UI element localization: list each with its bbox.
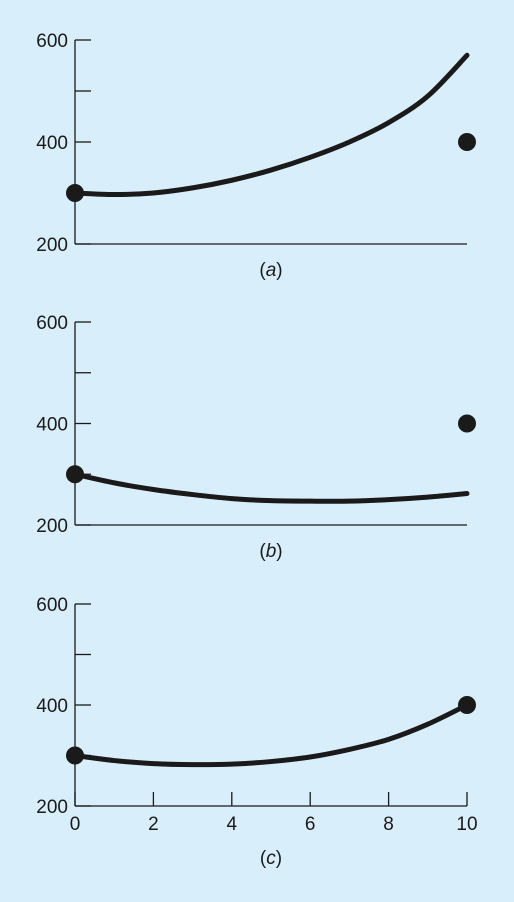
chart-panel-b: 200 400 600 (b)	[36, 313, 476, 562]
panel-label: (b)	[259, 541, 282, 562]
panel-label: (c)	[260, 848, 282, 869]
panel-label-letter: a	[266, 260, 277, 281]
y-tick-label: 200	[36, 797, 68, 818]
curve-line	[72, 52, 470, 198]
data-point	[66, 184, 84, 202]
data-point	[66, 746, 84, 765]
data-point	[458, 133, 476, 151]
x-tick-label: 10	[456, 814, 477, 835]
x-tick-label: 8	[383, 814, 394, 835]
panel-label-open-paren: (	[260, 848, 267, 869]
panel-label-open-paren: (	[259, 541, 266, 562]
y-tick-label: 400	[36, 415, 68, 436]
chart-panel-a: 200 400 600 (a)	[36, 31, 476, 281]
y-tick-label: 200	[36, 516, 68, 537]
panel-label-letter: b	[266, 541, 277, 562]
y-tick-label: 400	[36, 696, 68, 717]
y-tick-label: 400	[36, 133, 68, 154]
panel-label-close-paren: )	[276, 260, 282, 281]
y-tick-label: 600	[36, 313, 68, 334]
data-point	[458, 696, 476, 714]
panel-label-close-paren: )	[276, 848, 282, 869]
y-tick-label: 600	[36, 31, 68, 52]
panel-label-open-paren: (	[259, 260, 266, 281]
data-point	[66, 465, 84, 484]
panel-label: (a)	[259, 260, 282, 281]
panel-label-letter: c	[266, 848, 276, 869]
panel-label-close-paren: )	[276, 541, 282, 562]
x-tick-label: 0	[70, 814, 81, 835]
y-tick-label: 600	[36, 595, 68, 616]
x-tick-label: 4	[227, 814, 238, 835]
chart-panel-c: 200 400 600 0 2 4 6 8 10 (c)	[36, 595, 477, 869]
x-tick-label: 6	[305, 814, 316, 835]
data-point	[458, 414, 476, 433]
curve-line	[72, 702, 470, 768]
x-tick-label: 2	[148, 814, 159, 835]
y-tick-label: 200	[36, 235, 68, 256]
curve-line	[72, 471, 470, 504]
